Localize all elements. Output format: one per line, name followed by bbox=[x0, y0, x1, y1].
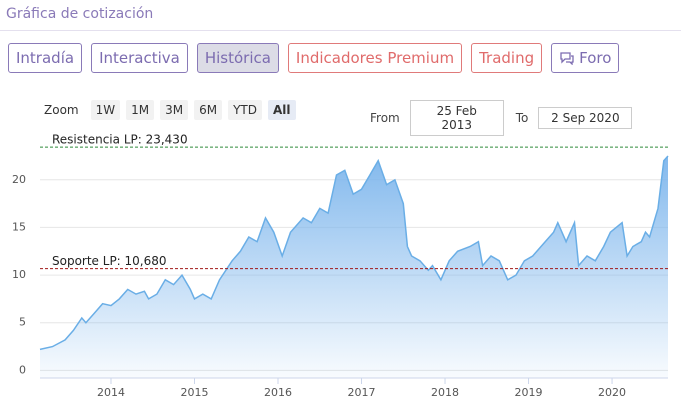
zoom-button[interactable]: 6M bbox=[194, 100, 223, 120]
tab[interactable]: Indicadores Premium bbox=[287, 43, 463, 73]
tab[interactable]: Intradía bbox=[8, 43, 83, 73]
y-tick-label: 15 bbox=[12, 220, 26, 233]
to-input[interactable]: 2 Sep 2020 bbox=[538, 107, 633, 129]
x-tick-label: 2018 bbox=[431, 386, 459, 399]
tab[interactable]: Histórica bbox=[196, 43, 279, 73]
tab[interactable]: Interactiva bbox=[91, 43, 188, 73]
y-tick-label: 20 bbox=[12, 173, 26, 186]
tab-label: Foro bbox=[579, 49, 612, 67]
reference-label: Soporte LP: 10,680 bbox=[52, 254, 167, 268]
to-label: To bbox=[515, 111, 529, 125]
title: Gráfica de cotización bbox=[6, 6, 154, 22]
x-tick-label: 2016 bbox=[264, 386, 292, 399]
range: From 25 Feb 2013 To 2 Sep 2020 bbox=[370, 100, 633, 136]
x-tick-label: 2014 bbox=[97, 386, 125, 399]
from-label: From bbox=[370, 111, 400, 125]
forum-icon bbox=[560, 52, 574, 65]
tab[interactable]: Foro bbox=[551, 43, 620, 73]
x-tick-label: 2015 bbox=[180, 386, 208, 399]
zoom-button[interactable]: YTD bbox=[228, 100, 262, 120]
zoom: Zoom 1W 1M 3M 6M YTD All bbox=[44, 100, 296, 120]
tab[interactable]: Trading bbox=[471, 43, 543, 73]
y-tick-label: 10 bbox=[12, 268, 26, 281]
y-tick-label: 5 bbox=[19, 316, 26, 329]
from-input[interactable]: 25 Feb 2013 bbox=[409, 100, 504, 136]
zoom-label: Zoom bbox=[44, 103, 79, 117]
tabs: Intradía Interactiva Histórica Indicador… bbox=[8, 43, 620, 73]
zoom-button[interactable]: 1W bbox=[90, 100, 121, 120]
x-tick-label: 2020 bbox=[598, 386, 626, 399]
area-fill bbox=[40, 156, 668, 378]
zoom-button[interactable]: 3M bbox=[160, 100, 189, 120]
y-tick-label: 0 bbox=[19, 363, 26, 376]
reference-label: Resistencia LP: 23,430 bbox=[52, 133, 188, 147]
price-line bbox=[39, 155, 669, 351]
x-tick-label: 2019 bbox=[515, 386, 543, 399]
zoom-button[interactable]: All bbox=[268, 100, 296, 120]
zoom-button[interactable]: 1M bbox=[126, 100, 155, 120]
divider bbox=[0, 30, 681, 31]
x-tick-label: 2017 bbox=[348, 386, 376, 399]
